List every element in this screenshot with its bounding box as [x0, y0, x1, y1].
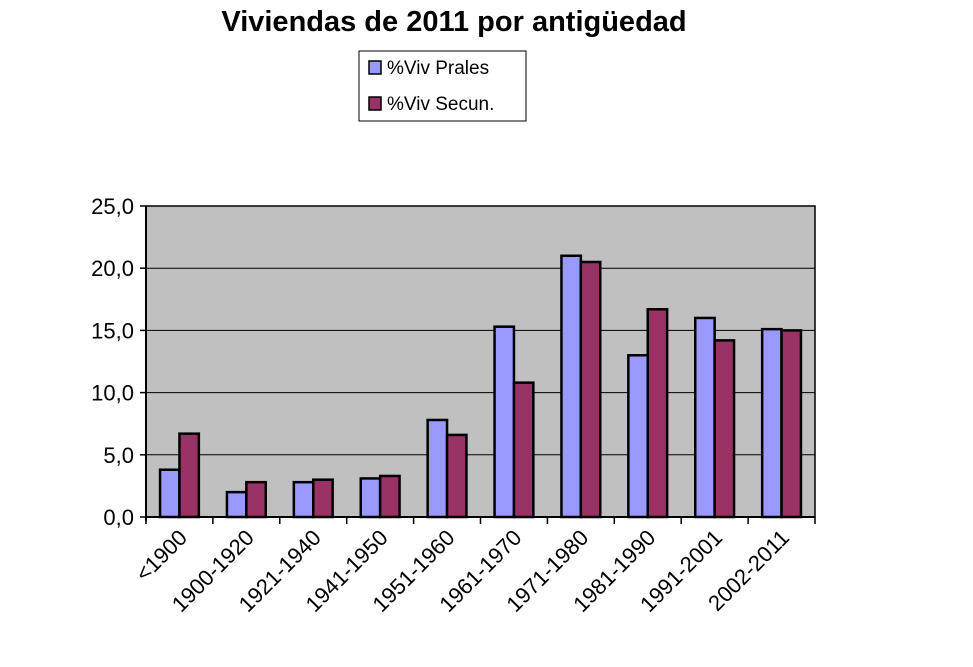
y-tick-label: 0,0 — [103, 505, 134, 530]
bar-prales — [493, 325, 516, 519]
bar-prales — [158, 468, 181, 519]
y-tick-label: 20,0 — [91, 256, 134, 281]
bar-secun — [512, 381, 535, 519]
y-tick-label: 10,0 — [91, 381, 134, 406]
bar-secun — [178, 432, 201, 519]
bar-secun — [780, 329, 803, 519]
bar-secun — [378, 474, 401, 519]
bar-prales — [292, 480, 315, 519]
legend-label-secun: %Viv Secun. — [387, 94, 494, 115]
legend-label-prales: %Viv Prales — [387, 58, 489, 79]
bar-secun — [312, 478, 334, 519]
bar-secun — [245, 480, 268, 519]
x-tick-label: <1900 — [131, 525, 192, 586]
y-tick-label: 5,0 — [103, 443, 134, 468]
y-axis-labels: 0,0 5,0 10,0 15,0 20,0 25,0 — [91, 194, 134, 530]
bar-prales — [560, 254, 583, 519]
bar-secun — [579, 260, 602, 519]
bar-prales — [359, 477, 382, 519]
chart-title: Viviendas de 2011 por antigüedad — [221, 6, 686, 38]
bar-secun — [713, 339, 736, 519]
axes — [140, 205, 816, 524]
bar-secun — [445, 433, 468, 519]
bar-prales — [760, 327, 783, 519]
bar-prales — [225, 490, 248, 519]
bar-secun — [646, 308, 669, 519]
x-axis-labels: <19001900-19201921-19401941-19501951-196… — [131, 525, 794, 617]
y-tick-label: 25,0 — [91, 194, 134, 219]
legend: %Viv Prales %Viv Secun. — [358, 50, 527, 122]
y-tick-label: 15,0 — [91, 318, 134, 343]
legend-swatch-secun — [368, 96, 382, 111]
legend-box — [358, 50, 527, 122]
bar-prales — [627, 354, 649, 519]
bar-prales — [693, 316, 716, 519]
bars — [158, 254, 803, 519]
bar-prales — [426, 418, 449, 519]
legend-swatch-prales — [368, 60, 382, 75]
